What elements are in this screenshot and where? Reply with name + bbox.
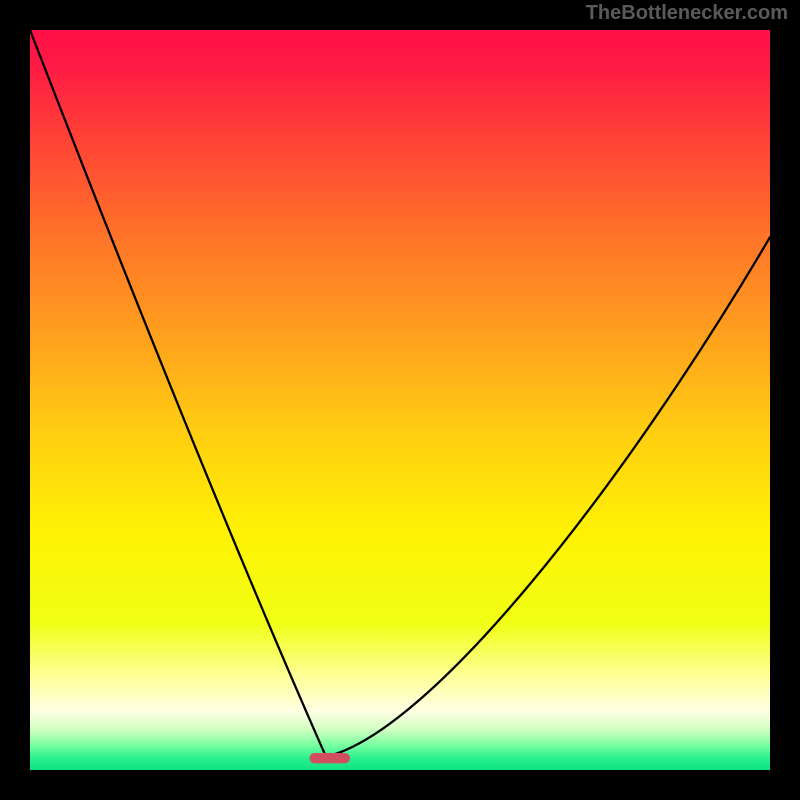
optimum-marker xyxy=(309,753,350,763)
bottleneck-chart xyxy=(0,0,800,800)
plot-background xyxy=(30,30,770,770)
chart-container: TheBottlenecker.com xyxy=(0,0,800,800)
